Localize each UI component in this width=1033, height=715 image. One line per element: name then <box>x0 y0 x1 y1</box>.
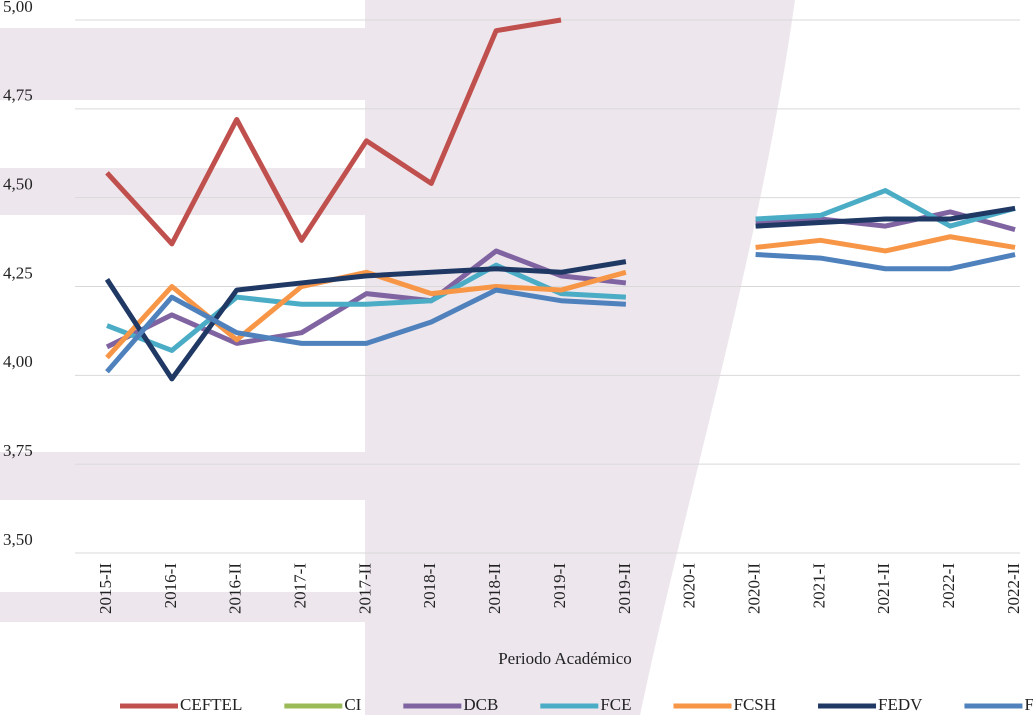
background <box>0 0 795 715</box>
x-tick-label: 2019-II <box>615 563 634 614</box>
x-tick-label: 2015-II <box>96 563 115 614</box>
legend-label: CI <box>344 695 361 714</box>
band <box>0 452 370 500</box>
series-line <box>105 252 1016 374</box>
legend-label: FCE <box>600 695 631 714</box>
series-line <box>106 188 1016 353</box>
x-tick-label: 2021-I <box>809 563 828 609</box>
band <box>0 592 370 622</box>
legend-label: FEDV <box>878 695 923 714</box>
y-tick-label: 4,00 <box>3 352 33 371</box>
y-tick-label: 3,50 <box>3 530 33 549</box>
y-tick-label: 4,25 <box>3 263 33 282</box>
band <box>0 28 370 100</box>
x-tick-label: 2016-I <box>161 563 180 609</box>
y-tick-label: 3,75 <box>3 441 33 460</box>
backdrop-shape <box>365 0 795 715</box>
x-tick-label: 2020-II <box>745 563 764 614</box>
x-tick-label: 2020-I <box>680 563 699 609</box>
series-line <box>105 17 562 247</box>
x-tick-label: 2022-I <box>939 563 958 609</box>
x-tick-label: 2022-II <box>1004 563 1023 614</box>
legend-label: FCSH <box>734 695 777 714</box>
x-axis-title: Periodo Académico <box>498 649 632 668</box>
x-tick-label: 2017-II <box>355 563 374 614</box>
legend-label: FI <box>1024 695 1033 714</box>
x-tick-label: 2018-II <box>485 563 504 614</box>
x-tick-label: 2018-I <box>420 563 439 609</box>
x-tick-label: 2016-II <box>226 563 245 614</box>
x-tick-label: 2017-I <box>290 563 309 609</box>
y-tick-label: 5,00 <box>3 0 33 16</box>
band <box>0 168 370 215</box>
y-tick-label: 4,50 <box>3 175 33 194</box>
x-tick-label: 2021-II <box>874 563 893 614</box>
x-tick-label: 2019-I <box>550 563 569 609</box>
legend-label: CEFTEL <box>180 695 242 714</box>
y-tick-label: 4,75 <box>3 86 33 105</box>
legend-label: DCB <box>463 695 498 714</box>
series-line <box>105 234 1016 360</box>
series-line <box>104 205 1016 382</box>
